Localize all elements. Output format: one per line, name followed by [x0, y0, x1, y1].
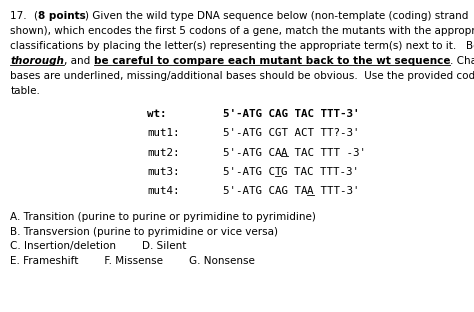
Text: 5'-ATG CGT ACT TT?-3': 5'-ATG CGT ACT TT?-3'	[223, 128, 359, 138]
Text: bases are underlined, missing/additional bases should be obvious.  Use the provi: bases are underlined, missing/additional…	[10, 71, 474, 81]
Text: be careful to compare each mutant back to the wt sequence: be careful to compare each mutant back t…	[94, 56, 450, 66]
Text: 17.: 17.	[10, 11, 34, 21]
Text: wt:: wt:	[147, 109, 166, 119]
Text: table.: table.	[10, 86, 40, 96]
Text: E. Frameshift        F. Missense        G. Nonsense: E. Frameshift F. Missense G. Nonsense	[10, 256, 255, 266]
Text: G TAC TTT-3': G TAC TTT-3'	[281, 167, 359, 177]
Text: shown), which encodes the first 5 codons of a gene, match the mutants with the a: shown), which encodes the first 5 codons…	[10, 26, 474, 36]
Text: 5'-ATG CAG TA: 5'-ATG CAG TA	[223, 186, 307, 196]
Text: (: (	[34, 11, 37, 21]
Text: TAC TTT -3': TAC TTT -3'	[288, 148, 366, 158]
Text: C. Insertion/deletion        D. Silent: C. Insertion/deletion D. Silent	[10, 241, 187, 251]
Text: ) Given the wild type DNA sequence below (non-template (coding) strand: ) Given the wild type DNA sequence below…	[85, 11, 469, 21]
Text: 5'-ATG C: 5'-ATG C	[223, 167, 275, 177]
Text: classifications by placing the letter(s) representing the appropriate term(s) ne: classifications by placing the letter(s)…	[10, 41, 474, 51]
Text: B. Transversion (purine to pyrimidine or vice versa): B. Transversion (purine to pyrimidine or…	[10, 227, 278, 236]
Text: mut4:: mut4:	[147, 186, 180, 196]
Text: mut2:: mut2:	[147, 148, 180, 158]
Text: A: A	[307, 186, 314, 196]
Text: mut1:: mut1:	[147, 128, 180, 138]
Text: 8 points: 8 points	[37, 11, 85, 21]
Text: A: A	[281, 148, 288, 158]
Text: T: T	[275, 167, 281, 177]
Text: thorough: thorough	[10, 56, 64, 66]
Text: , and: , and	[64, 56, 94, 66]
Text: . Changed: . Changed	[450, 56, 474, 66]
Text: mut3:: mut3:	[147, 167, 180, 177]
Text: 5'-ATG CAG TAC TTT-3': 5'-ATG CAG TAC TTT-3'	[223, 109, 359, 119]
Text: TTT-3': TTT-3'	[314, 186, 359, 196]
Text: 5'-ATG CA: 5'-ATG CA	[223, 148, 281, 158]
Text: A. Transition (purine to purine or pyrimidine to pyrimidine): A. Transition (purine to purine or pyrim…	[10, 212, 316, 222]
